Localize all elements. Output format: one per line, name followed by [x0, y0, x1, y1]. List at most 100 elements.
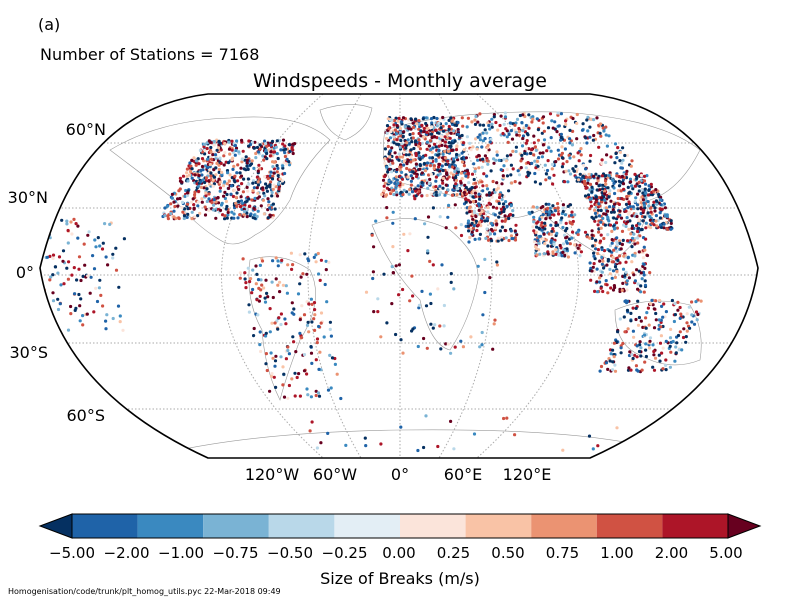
station-point — [536, 238, 540, 242]
station-point — [559, 221, 563, 225]
station-point — [565, 247, 569, 251]
station-point — [608, 244, 613, 248]
station-point — [598, 369, 602, 373]
station-point — [251, 189, 255, 193]
station-point — [242, 167, 246, 171]
station-point — [662, 222, 666, 226]
station-point — [557, 124, 561, 128]
station-point — [323, 282, 327, 287]
station-point — [608, 272, 612, 276]
station-point — [479, 224, 483, 228]
station-point — [548, 176, 552, 180]
station-point — [180, 200, 185, 204]
station-point — [633, 251, 637, 255]
station-point — [281, 166, 285, 170]
station-point — [414, 162, 418, 166]
station-point — [237, 187, 241, 191]
station-point — [653, 209, 657, 213]
station-point — [507, 216, 511, 221]
station-point — [560, 216, 564, 220]
station-point — [276, 264, 280, 268]
station-point — [416, 344, 420, 349]
station-point — [438, 140, 442, 144]
station-point — [410, 190, 415, 194]
station-point — [609, 199, 613, 203]
station-point — [407, 192, 411, 196]
station-point — [600, 247, 604, 252]
station-point — [247, 139, 251, 143]
station-point — [456, 158, 460, 162]
station-point — [661, 315, 665, 319]
lat-label-60n: 60°N — [66, 120, 106, 139]
station-point — [449, 131, 453, 135]
station-point — [395, 124, 399, 128]
station-point — [165, 204, 169, 208]
station-point — [230, 139, 234, 143]
station-point — [477, 153, 481, 158]
station-point — [385, 165, 389, 169]
station-point — [540, 228, 544, 232]
station-point — [302, 353, 307, 357]
station-point — [644, 348, 648, 352]
station-point — [460, 133, 464, 138]
station-point — [259, 349, 263, 354]
station-point — [607, 192, 612, 196]
station-point — [242, 209, 247, 214]
station-point — [286, 345, 290, 349]
station-point — [264, 352, 268, 356]
station-point — [454, 182, 458, 186]
station-point — [266, 216, 270, 220]
station-point — [249, 277, 253, 281]
station-point — [428, 259, 432, 263]
station-point — [559, 138, 563, 142]
station-point — [203, 213, 208, 217]
station-point — [163, 214, 167, 218]
station-point — [264, 142, 268, 146]
station-point — [658, 341, 663, 345]
station-point — [421, 117, 425, 121]
station-point — [477, 237, 481, 241]
station-point — [469, 194, 473, 198]
station-point — [644, 191, 648, 195]
station-point — [634, 212, 638, 216]
station-point — [265, 368, 269, 373]
station-point — [599, 208, 603, 213]
station-point — [207, 197, 211, 201]
station-point — [611, 360, 615, 364]
station-point — [438, 215, 442, 219]
colorbar-tick-label: 5.00 — [709, 544, 742, 562]
station-point — [207, 208, 211, 212]
station-point — [121, 328, 125, 332]
station-point — [489, 169, 493, 173]
station-point — [613, 265, 618, 269]
station-point — [243, 158, 247, 162]
station-point — [554, 221, 558, 225]
station-point — [445, 177, 449, 181]
station-point — [233, 153, 237, 157]
station-point — [392, 192, 396, 197]
station-point — [269, 351, 273, 355]
station-point — [439, 126, 443, 130]
station-point — [255, 272, 259, 276]
station-point — [664, 358, 668, 362]
station-point — [540, 221, 544, 225]
station-point — [554, 248, 558, 252]
station-point — [444, 122, 448, 126]
station-point — [584, 136, 588, 140]
station-point — [647, 188, 651, 192]
station-point — [536, 128, 541, 132]
station-point — [231, 194, 236, 199]
colorbar-bin — [596, 514, 663, 538]
station-point — [514, 130, 518, 135]
station-point — [309, 395, 313, 399]
station-point — [441, 129, 446, 133]
station-point — [240, 157, 244, 161]
station-point — [602, 195, 606, 199]
station-point — [507, 132, 511, 136]
station-point — [77, 255, 82, 259]
station-point — [454, 178, 459, 182]
station-point — [635, 355, 639, 359]
station-point — [408, 232, 412, 236]
station-point — [75, 278, 79, 282]
